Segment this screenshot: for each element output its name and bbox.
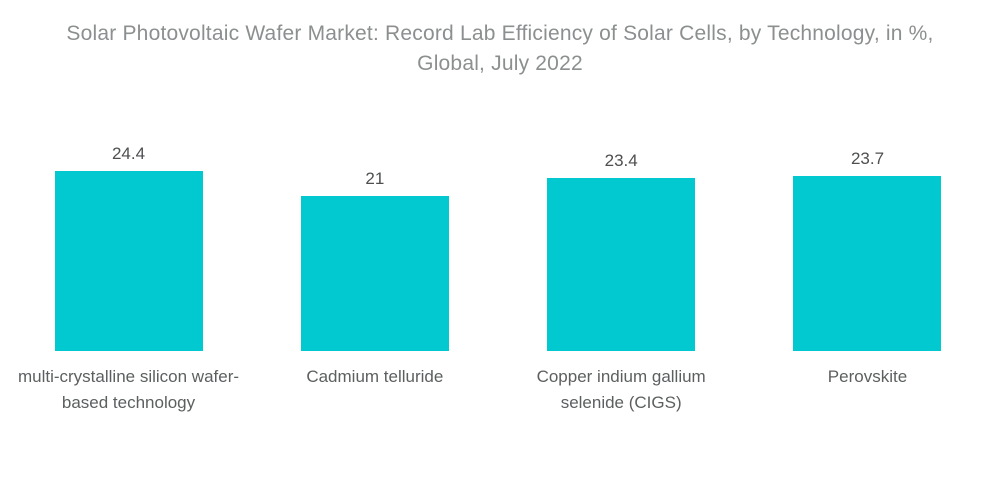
plot-area: 24.4 multi-crystalline silicon wafer-base… [6, 129, 990, 416]
bar-column: 23.7 Perovskite [745, 129, 990, 416]
bar-value-label: 23.4 [604, 151, 638, 170]
bar-column: 23.4 Copper indium gallium selenide (CIGS… [499, 129, 744, 416]
category-label: multi-crystalline silicon wafer-based te… [17, 367, 240, 412]
chart-title-line-1: Solar Photovoltaic Wafer Market: Record … [66, 22, 934, 45]
chart-title-line-2: Global, July 2022 [417, 52, 583, 75]
category-label: Copper indium gallium selenide (CIGS) [536, 367, 706, 412]
bar-column: 21 Cadmium telluride [252, 129, 497, 416]
bar-value-label: 21 [365, 169, 385, 188]
bar [300, 196, 449, 351]
bar-area: 23.4 [499, 129, 744, 351]
bar-area: 24.4 [6, 129, 251, 351]
bar-area: 23.7 [745, 129, 990, 351]
bar [547, 178, 696, 351]
bar [793, 176, 942, 351]
chart-title: Solar Photovoltaic Wafer Market: Record … [0, 0, 1000, 79]
bar-area: 21 [252, 129, 497, 351]
category-label: Cadmium telluride [306, 367, 444, 386]
bar-column: 24.4 multi-crystalline silicon wafer-base… [6, 129, 251, 416]
bar-value-label: 23.7 [850, 149, 885, 168]
bar-value-label: 24.4 [111, 144, 146, 163]
category-label: Perovskite [827, 367, 908, 386]
bar [54, 171, 203, 351]
